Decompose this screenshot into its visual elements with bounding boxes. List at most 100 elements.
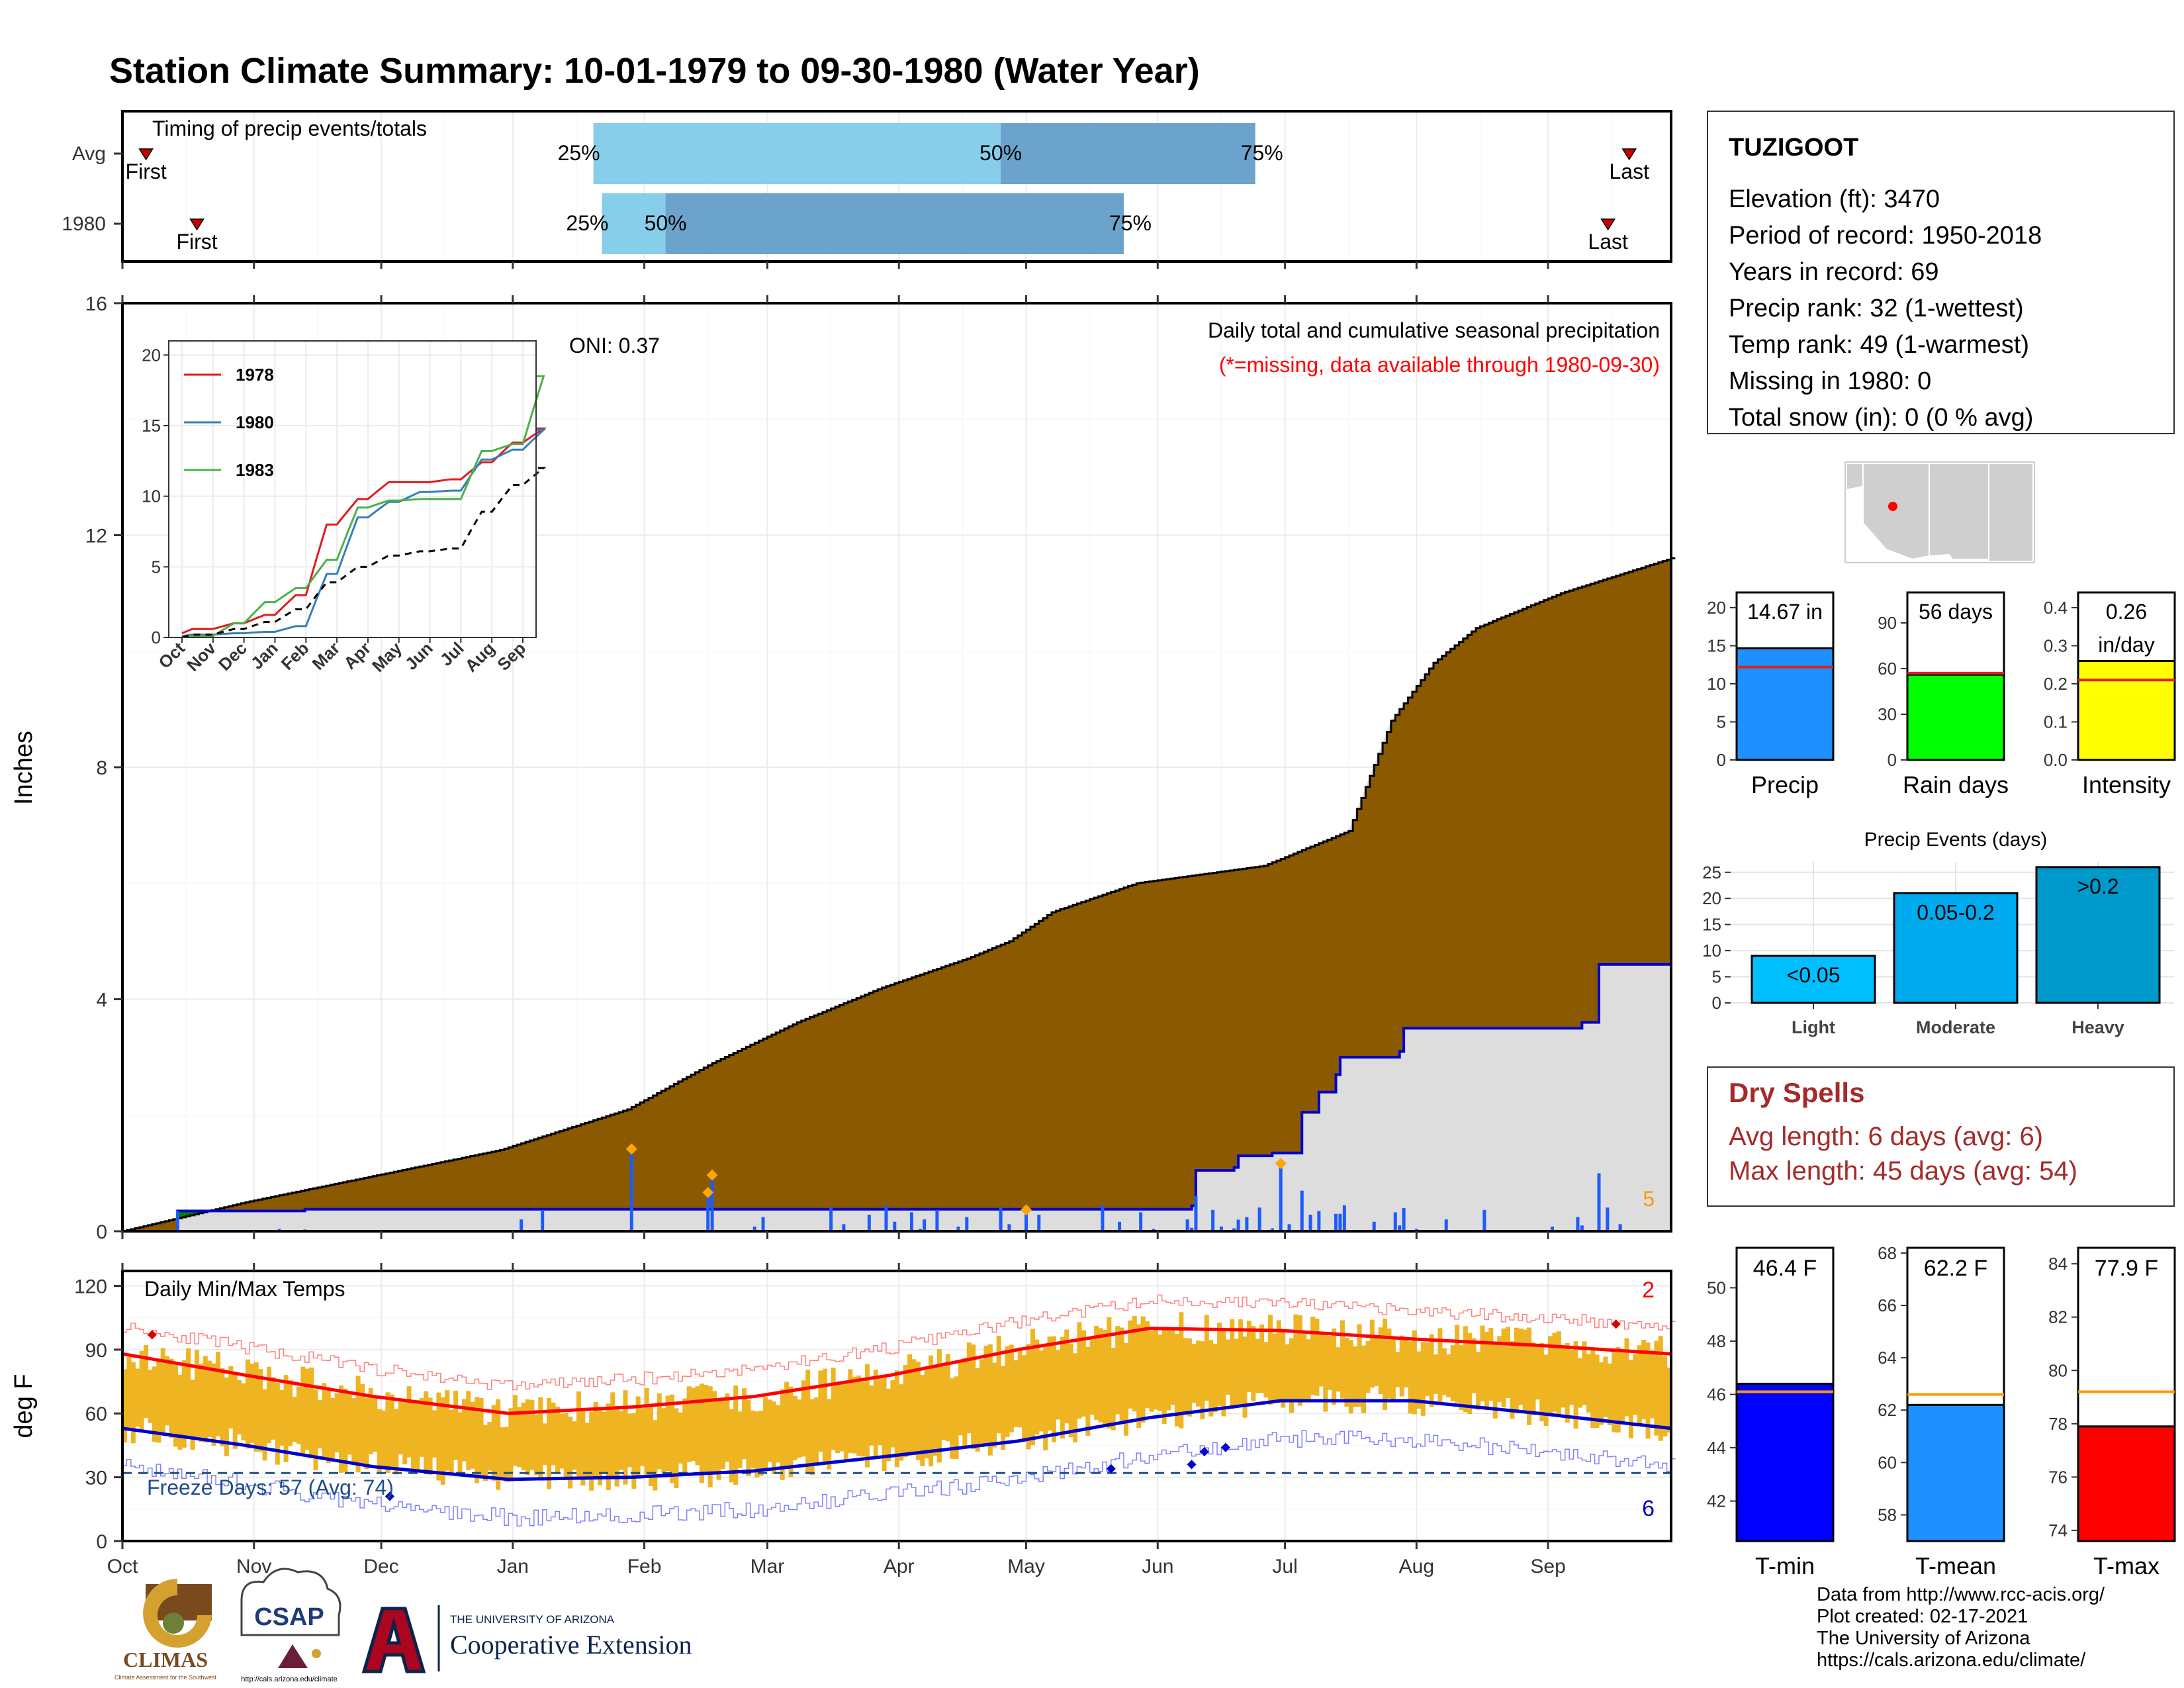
daily-temp-bar bbox=[1195, 1340, 1201, 1407]
avg-tmin-line bbox=[122, 1399, 1672, 1481]
daily-temp-bar bbox=[440, 1397, 445, 1485]
climas-logo-globe bbox=[163, 1613, 184, 1634]
daily-temp-bar bbox=[504, 1427, 509, 1482]
ua-name: THE UNIVERSITY OF ARIZONA bbox=[450, 1613, 615, 1626]
daily-temp-bar bbox=[1183, 1338, 1188, 1413]
temp-bar-value: 62.2 F bbox=[1924, 1256, 1987, 1281]
station-info-box: TUZIGOOT Elevation (ft): 3470 Period of … bbox=[1707, 111, 2175, 434]
summary-bar-charts: 14.67 in 0 5 10 15 20 Precip 56 days 0 30 60 90 Rain… bbox=[1707, 591, 2176, 798]
timing-last-label: Last bbox=[1609, 160, 1649, 183]
csap-logo-text: CSAP bbox=[254, 1603, 324, 1631]
timing-first-label: First bbox=[126, 160, 167, 183]
daily-temp-bar bbox=[1590, 1348, 1596, 1428]
daily-temp-bar bbox=[640, 1408, 645, 1466]
daily-temp-bar bbox=[529, 1400, 535, 1470]
temp-bar-tick: 80 bbox=[2048, 1360, 2068, 1380]
climas-logo-text: CLIMAS bbox=[123, 1648, 208, 1671]
dry-spells-avg: Avg length: 6 days (avg: 6) bbox=[1729, 1122, 2043, 1151]
daily-temp-bar bbox=[475, 1397, 480, 1483]
timing-panel-frame bbox=[121, 110, 1672, 263]
footer-url: https://cals.arizona.edu/climate/ bbox=[1817, 1650, 2086, 1671]
daily-precip-bar bbox=[1024, 1209, 1028, 1231]
timing-first-marker bbox=[189, 218, 205, 231]
temp-y-tick: 0 bbox=[96, 1531, 107, 1553]
daily-temp-bar bbox=[563, 1413, 569, 1478]
daily-temp-bar bbox=[1450, 1345, 1455, 1401]
temp-bar-value: 46.4 F bbox=[1753, 1256, 1817, 1281]
daily-precip-bar bbox=[1211, 1209, 1215, 1231]
mini-bar-label: Intensity bbox=[2082, 771, 2171, 798]
temp-bar-tick: 50 bbox=[1707, 1278, 1726, 1297]
daily-temp-bar bbox=[1480, 1325, 1485, 1401]
inset-y-tick: 0 bbox=[152, 628, 161, 647]
temp-bar-tick: 58 bbox=[1878, 1505, 1897, 1524]
timing-p75-label: 75% bbox=[1109, 211, 1152, 235]
precip-y-tick: 16 bbox=[85, 293, 107, 315]
daily-temp-bar bbox=[933, 1367, 938, 1456]
timing-last-label: Last bbox=[1588, 230, 1628, 254]
daily-temp-bar bbox=[453, 1390, 459, 1460]
daily-temp-bar bbox=[584, 1423, 590, 1480]
daily-temp-bar bbox=[1318, 1334, 1324, 1387]
daily-temp-bar bbox=[915, 1361, 921, 1460]
map-texas bbox=[1988, 463, 2034, 562]
daily-temp-bar bbox=[228, 1366, 234, 1429]
daily-temp-bar bbox=[1484, 1332, 1489, 1410]
temp-panel-frame bbox=[121, 1270, 1672, 1542]
mini-bar-tick: 0.2 bbox=[2044, 674, 2068, 694]
month-tick-label: Sep bbox=[1530, 1556, 1565, 1577]
daily-temp-bar bbox=[415, 1399, 420, 1472]
record-high-line bbox=[122, 1294, 1676, 1391]
daily-temp-bar bbox=[750, 1410, 755, 1468]
events-title: Precip Events (days) bbox=[1864, 829, 2048, 851]
daily-temp-bar bbox=[1073, 1353, 1078, 1443]
mini-bar-label: Precip bbox=[1751, 771, 1819, 798]
daily-temp-bar bbox=[568, 1417, 573, 1489]
daily-temp-bar bbox=[1369, 1319, 1375, 1388]
daily-temp-bar bbox=[334, 1393, 340, 1453]
daily-precip-bar bbox=[1317, 1211, 1321, 1231]
cumulative-1980-line bbox=[122, 962, 1671, 1233]
daily-temp-bar bbox=[300, 1366, 306, 1456]
month-tick-label: Jan bbox=[497, 1556, 529, 1577]
oni-label: ONI: 0.37 bbox=[569, 334, 660, 357]
daily-temp-bar bbox=[1022, 1355, 1027, 1442]
daily-temp-bar bbox=[678, 1412, 683, 1464]
daily-temp-bar bbox=[1488, 1328, 1494, 1401]
daily-temp-bar bbox=[1543, 1354, 1549, 1427]
daily-temp-bar bbox=[1497, 1336, 1502, 1402]
daily-temp-bar bbox=[1565, 1342, 1570, 1423]
daily-temp-bar bbox=[882, 1376, 887, 1472]
daily-temp-bar bbox=[1582, 1341, 1587, 1405]
daily-temp-bar bbox=[695, 1386, 700, 1466]
daily-temp-bar bbox=[181, 1360, 187, 1448]
daily-precip-bar bbox=[1393, 1212, 1397, 1231]
daily-temp-bar bbox=[1658, 1336, 1663, 1441]
inset-line-1983 bbox=[181, 375, 545, 638]
daily-temp-bar bbox=[835, 1384, 841, 1454]
daily-precip-bar bbox=[1618, 1224, 1622, 1231]
daily-precip-bar bbox=[520, 1219, 523, 1231]
timing-row-year-label: 1980 bbox=[62, 213, 106, 235]
daily-temp-bar bbox=[1306, 1339, 1311, 1400]
timing-q1-bar-Avg bbox=[593, 123, 1001, 184]
daily-temp-bar bbox=[1005, 1346, 1010, 1437]
daily-temp-bar bbox=[1297, 1315, 1302, 1406]
daily-temp-bar bbox=[1633, 1354, 1638, 1415]
daily-precip-bar bbox=[1236, 1219, 1240, 1231]
temp-bar-tick: 60 bbox=[1878, 1452, 1897, 1472]
daily-temp-bar bbox=[1212, 1344, 1218, 1413]
daily-temp-bar bbox=[1009, 1344, 1014, 1432]
daily-temp-bar bbox=[712, 1391, 717, 1474]
station-years: Years in record: 69 bbox=[1729, 258, 1939, 286]
daily-temp-bar bbox=[449, 1409, 454, 1475]
daily-precip-bar bbox=[1007, 1224, 1011, 1231]
inset-frame bbox=[168, 340, 537, 638]
daily-temp-bar bbox=[1556, 1331, 1561, 1415]
daily-temp-bar bbox=[920, 1375, 925, 1466]
daily-temp-bar bbox=[767, 1399, 772, 1462]
temp-y-tick: 120 bbox=[74, 1276, 107, 1297]
daily-temp-bar bbox=[1255, 1338, 1260, 1393]
temp-bar-label: T-min bbox=[1755, 1552, 1815, 1579]
